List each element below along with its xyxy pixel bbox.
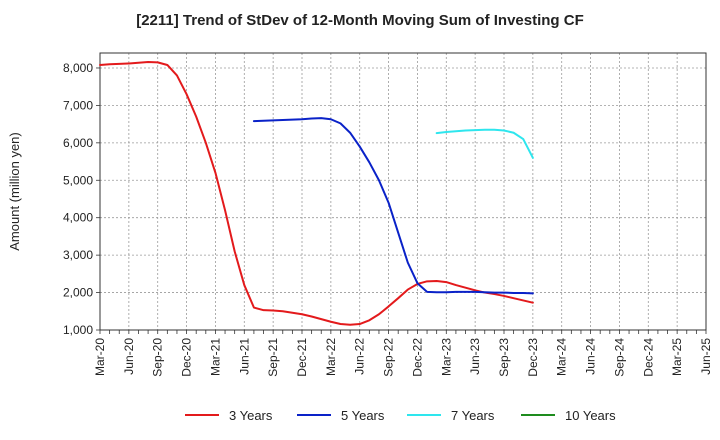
legend-label: 7 Years: [451, 407, 495, 423]
x-tick-label: Dec-21: [295, 338, 309, 377]
x-tick-label: Mar-23: [439, 338, 453, 376]
x-tick-label: Jun-25: [699, 338, 713, 375]
y-tick-label: 6,000: [63, 136, 93, 150]
legend-item: 5 Years: [297, 405, 384, 425]
y-tick-label: 5,000: [63, 173, 93, 187]
y-tick-label: 4,000: [63, 211, 93, 225]
series-line-7-years: [435, 128, 534, 159]
y-tick-label: 3,000: [63, 248, 93, 262]
plot-frame: [99, 52, 707, 331]
x-tick-label: Sep-24: [612, 338, 626, 377]
chart-title: [2211] Trend of StDev of 12-Month Moving…: [136, 12, 584, 29]
legend-item: 10 Years: [521, 405, 616, 425]
legend-swatch: [185, 414, 219, 416]
legend-label: 10 Years: [565, 407, 616, 423]
y-tick-label: 7,000: [63, 98, 93, 112]
x-tick-label: Mar-22: [324, 338, 338, 376]
x-tick-label: Dec-22: [410, 338, 424, 377]
y-tick-label: 8,000: [63, 61, 93, 75]
legend-item: 3 Years: [185, 405, 272, 425]
x-tick-label: Sep-20: [151, 338, 165, 377]
series-line-5-years: [252, 117, 534, 295]
x-tick-label: Mar-21: [208, 338, 222, 376]
legend-label: 5 Years: [341, 407, 385, 423]
legend-label: 3 Years: [229, 407, 273, 423]
x-tick-label: Jun-22: [353, 338, 367, 375]
x-tick-label: Dec-20: [180, 338, 194, 377]
series-line-3-years: [99, 60, 534, 326]
y-axis-label: Amount (million yen): [7, 132, 22, 251]
x-tick-label: Sep-23: [497, 338, 511, 377]
legend-swatch: [407, 414, 441, 416]
legend-swatch: [297, 414, 331, 416]
y-tick-label: 2,000: [63, 286, 93, 300]
x-tick-label: Sep-22: [382, 338, 396, 377]
x-tick-label: Mar-24: [555, 338, 569, 376]
legend-swatch: [521, 414, 555, 416]
x-tick-label: Jun-20: [122, 338, 136, 375]
x-tick-label: Mar-20: [93, 338, 107, 376]
chart-legend: 3 Years 5 Years 7 Years 10 Years: [0, 405, 720, 425]
x-tick-label: Jun-21: [237, 338, 251, 375]
legend-item: 7 Years: [407, 405, 494, 425]
x-tick-label: Jun-24: [584, 338, 598, 375]
y-tick-label: 1,000: [63, 323, 93, 337]
x-tick-label: Sep-21: [266, 338, 280, 377]
x-tick-label: Jun-23: [468, 338, 482, 375]
x-tick-label: Mar-25: [670, 338, 684, 376]
x-tick-label: Dec-23: [526, 338, 540, 377]
x-tick-label: Dec-24: [641, 338, 655, 377]
